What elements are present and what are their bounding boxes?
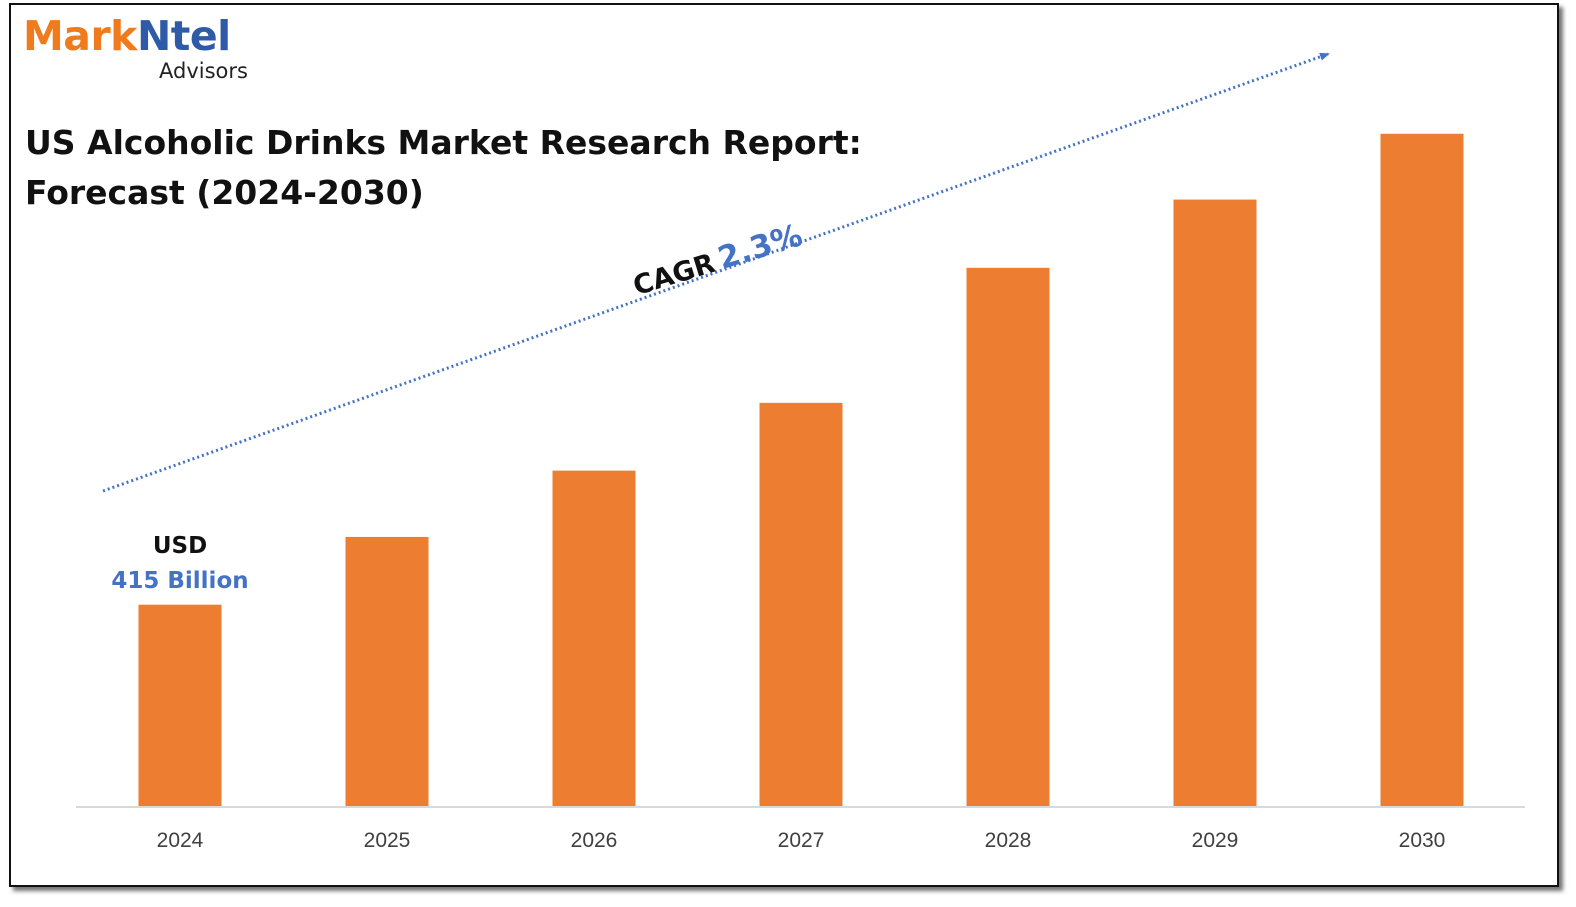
logo-mark-text: Mark bbox=[23, 12, 137, 60]
bar-chart: 2024 2025 2026 2027 2028 2029 2030 bbox=[76, 52, 1525, 852]
x-axis-ticks: 2024 2025 2026 2027 2028 2029 2030 bbox=[157, 829, 1446, 852]
chart-title: US Alcoholic Drinks Market Research Repo… bbox=[25, 118, 925, 218]
callout-value: 415 Billion bbox=[111, 567, 249, 594]
x-tick-label-2030: 2030 bbox=[1399, 829, 1446, 852]
bar-2025 bbox=[345, 536, 429, 807]
bar-group bbox=[138, 133, 1464, 807]
bar-2030 bbox=[1380, 133, 1464, 807]
chart-frame: MarkNtel Advisors US Alcoholic Drinks Ma… bbox=[9, 3, 1559, 887]
bar-2029 bbox=[1173, 199, 1257, 807]
bar-2027 bbox=[759, 402, 843, 807]
cagr-trend-arrow bbox=[102, 52, 1330, 493]
callout-currency: USD bbox=[152, 532, 208, 559]
logo-wordmark: MarkNtel bbox=[23, 13, 231, 59]
logo-ntel-text: Ntel bbox=[136, 12, 231, 60]
x-tick-label-2028: 2028 bbox=[985, 829, 1032, 852]
chart-title-line1: US Alcoholic Drinks Market Research Repo… bbox=[25, 123, 862, 162]
x-tick-label-2026: 2026 bbox=[571, 829, 618, 852]
bar-2026 bbox=[552, 470, 636, 807]
bar-2028 bbox=[966, 267, 1050, 807]
x-tick-label-2025: 2025 bbox=[364, 829, 411, 852]
x-tick-label-2024: 2024 bbox=[157, 829, 204, 852]
x-tick-label-2027: 2027 bbox=[778, 829, 825, 852]
chart-title-line2: Forecast (2024-2030) bbox=[25, 173, 424, 212]
x-tick-label-2029: 2029 bbox=[1192, 829, 1239, 852]
bar-2024 bbox=[138, 604, 222, 807]
logo-tagline: Advisors bbox=[159, 59, 248, 83]
marknel-logo: MarkNtel Advisors bbox=[23, 13, 248, 83]
start-value-callout: USD 415 Billion bbox=[70, 529, 290, 599]
